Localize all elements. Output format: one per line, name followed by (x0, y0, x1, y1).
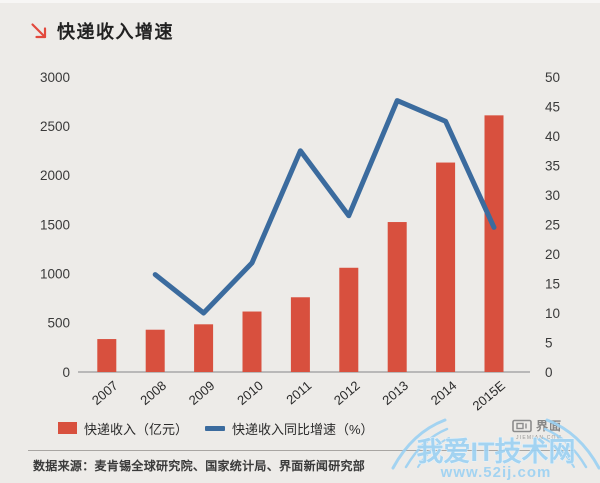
right-axis-tick: 45 (545, 99, 560, 114)
x-axis-label-2012: 2012 (331, 378, 363, 408)
legend-line-swatch (205, 425, 225, 431)
left-axis-tick: 1500 (40, 217, 70, 232)
chart-title: 快递收入增速 (57, 22, 174, 42)
bar-2008 (145, 329, 165, 372)
jiemian-watermark: 界面 JIEMIAN.COM (512, 417, 562, 441)
bar-2009 (194, 324, 214, 372)
jiemian-logo-caption: JIEMIAN.COM (516, 435, 563, 441)
left-axis-tick: 1000 (40, 266, 70, 281)
bar-2015E (484, 115, 504, 372)
left-axis-tick: 3000 (40, 70, 70, 85)
x-axis-labels: 2007 2008 2009 2010 2011 2012 2013 2014 2015E (89, 378, 508, 414)
top-highlight-strip (0, 0, 600, 3)
left-axis-tick: 0 (62, 365, 70, 380)
bar-2007 (97, 339, 117, 372)
footer-divider (28, 450, 575, 451)
left-wing-icon (391, 418, 450, 470)
x-axis-label-2013: 2013 (379, 378, 411, 408)
x-axis-label-2009: 2009 (186, 378, 218, 408)
right-axis-tick: 10 (545, 306, 560, 321)
revenue-bars (97, 115, 504, 372)
bar-2012 (339, 267, 359, 372)
x-axis-label-2011: 2011 (283, 378, 314, 407)
bar-2014 (436, 162, 456, 372)
right-axis-tick: 50 (545, 70, 560, 85)
left-axis-tick: 2000 (40, 168, 70, 183)
right-axis-tick: 5 (545, 335, 553, 350)
right-axis-tick: 15 (545, 276, 560, 291)
jiemian-logo-icon (512, 419, 532, 432)
left-axis-tick: 500 (47, 316, 70, 331)
right-axis-tick: 35 (545, 158, 560, 173)
bar-2013 (387, 222, 407, 372)
legend-bar-swatch (58, 422, 77, 434)
combo-bar-line-chart: 0 500 1000 1500 2000 2500 3000 0 5 10 15 20 25 30 35 40… (40, 70, 560, 414)
chart-header: 快递收入增速 (28, 18, 174, 44)
right-axis-tick: 40 (545, 129, 560, 144)
left-axis-labels: 0 500 1000 1500 2000 2500 3000 (40, 70, 70, 380)
x-axis-label-2015E: 2015E (469, 378, 508, 414)
right-axis-tick: 25 (545, 217, 560, 232)
jiemian-logo-text: 界面 (536, 419, 563, 433)
data-source-note: 数据来源：麦肯锡全球研究院、国家统计局、界面新闻研究部 (33, 459, 366, 473)
right-axis-tick: 20 (545, 247, 560, 262)
52ij-watermark: 我爱IT技术网 www.52ij.com (391, 418, 600, 481)
watermark-site-url: www.52ij.com (440, 464, 552, 481)
right-axis-tick: 0 (545, 365, 553, 380)
legend-line-label: 快递收入同比增速（%） (232, 421, 374, 437)
x-axis-label-2014: 2014 (428, 378, 460, 408)
watermark-site-name: 我爱IT技术网 (417, 437, 576, 467)
growth-line (152, 98, 497, 316)
bar-2011 (290, 297, 310, 372)
x-axis-label-2010: 2010 (234, 378, 266, 408)
down-right-trend-arrow-icon (31, 23, 47, 39)
legend-bar-label: 快递收入（亿元） (84, 421, 189, 437)
bar-2010 (242, 311, 262, 372)
right-axis-labels: 0 5 10 15 20 25 30 35 40 45 50 (545, 70, 560, 380)
left-axis-tick: 2500 (40, 119, 70, 134)
x-axis-label-2007: 2007 (89, 378, 121, 408)
legend-item-growth: 快递收入同比增速（%） (205, 420, 374, 437)
legend-item-revenue: 快递收入（亿元） (58, 420, 189, 437)
x-axis-label-2008: 2008 (137, 378, 169, 408)
right-axis-tick: 30 (545, 188, 560, 203)
